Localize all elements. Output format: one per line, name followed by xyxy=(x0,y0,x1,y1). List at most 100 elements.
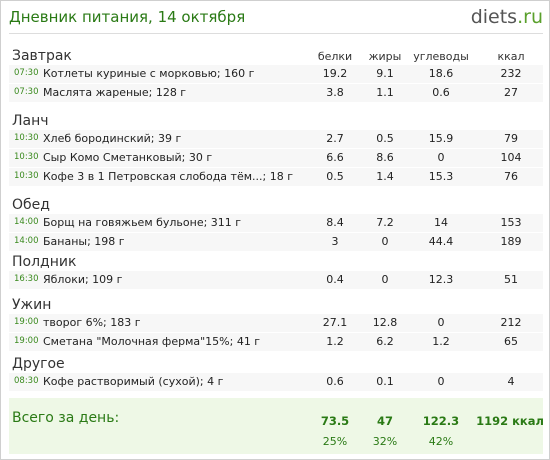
fat-value: 7.2 xyxy=(376,216,394,229)
protein-value: 3.8 xyxy=(326,86,344,99)
protein-value: 8.4 xyxy=(326,216,344,229)
entry-time: 07:30 xyxy=(14,68,39,78)
page-title: Дневник питания, 14 октября xyxy=(9,8,246,26)
entry-time: 10:30 xyxy=(14,133,39,143)
entry-time: 10:30 xyxy=(14,152,39,162)
kcal-value: 76 xyxy=(504,170,518,183)
totals-label: Всего за день: xyxy=(12,410,120,426)
kcal-value: 104 xyxy=(500,151,522,164)
food-row[interactable]: 19:00 творог 6%; 183 г 27.1 12.8 0 212 xyxy=(9,314,543,332)
protein-value: 6.6 xyxy=(326,151,344,164)
header-divider xyxy=(9,33,543,34)
protein-value: 19.2 xyxy=(322,67,348,80)
meal-title: Другое xyxy=(12,356,65,372)
kcal-value: 153 xyxy=(500,216,522,229)
food-row[interactable]: 10:30 Кофе 3 в 1 Петровская слобода тём..… xyxy=(9,168,543,186)
entry-time: 19:00 xyxy=(14,317,39,327)
carbs-value: 18.6 xyxy=(428,67,454,80)
carbs-value: 0 xyxy=(437,375,445,388)
protein-value: 0.5 xyxy=(326,170,344,183)
entry-time: 19:00 xyxy=(14,336,39,346)
fat-value: 0 xyxy=(381,235,389,248)
protein-value: 0.4 xyxy=(326,273,344,286)
carbs-value: 15.3 xyxy=(428,170,454,183)
daily-totals: Всего за день: 73.5 47 122.3 1192 ккал 2… xyxy=(9,398,544,454)
entry-time: 07:30 xyxy=(14,87,39,97)
fat-value: 0.5 xyxy=(376,132,394,145)
carbs-value: 12.3 xyxy=(428,273,454,286)
column-carbs: углеводы xyxy=(413,50,469,63)
food-row[interactable]: 16:30 Яблоки; 109 г 0.4 0 12.3 51 xyxy=(9,271,543,289)
food-row[interactable]: 10:30 Сыр Комо Сметанковый; 30 г 6.6 8.6 0 10… xyxy=(9,149,543,167)
kcal-value: 51 xyxy=(504,273,518,286)
logo-main: diets xyxy=(470,6,518,28)
logo-suffix: .ru xyxy=(517,6,543,28)
protein-value: 27.1 xyxy=(322,316,348,329)
fat-value: 9.1 xyxy=(376,67,394,80)
food-name: Борщ на говяжьем бульоне; 311 г xyxy=(43,216,242,229)
food-row[interactable]: 14:00 Бананы; 198 г 3 0 44.4 189 xyxy=(9,233,543,251)
carbs-percent: 42% xyxy=(428,435,454,448)
food-row[interactable]: 19:00 Сметана "Молочная ферма"15%; 41 г 1.… xyxy=(9,333,543,351)
food-name: Котлеты куриные с морковью; 160 г xyxy=(43,67,255,80)
header: Дневник питания, 14 октября diets.ru xyxy=(9,6,543,32)
food-name: Сыр Комо Сметанковый; 30 г xyxy=(43,151,213,164)
kcal-value: 79 xyxy=(504,132,518,145)
column-fat: жиры xyxy=(368,50,402,63)
carbs-value: 0 xyxy=(437,316,445,329)
food-row[interactable]: 08:30 Кофе растворимый (сухой); 4 г 0.6 0.1… xyxy=(9,373,543,391)
meal-title: Ланч xyxy=(12,113,49,129)
fat-percent: 32% xyxy=(372,435,398,448)
fat-value: 0.1 xyxy=(376,375,394,388)
meal-title: Завтрак xyxy=(12,48,72,64)
food-row[interactable]: 10:30 Хлеб бородинский; 39 г 2.7 0.5 15.9 79 xyxy=(9,130,543,148)
food-row[interactable]: 07:30 Маслята жареные; 128 г 3.8 1.1 0.6 27 xyxy=(9,84,543,102)
carbs-value: 0.6 xyxy=(432,86,450,99)
food-name: Сметана "Молочная ферма"15%; 41 г xyxy=(43,335,261,348)
food-name: творог 6%; 183 г xyxy=(43,316,141,329)
food-name: Бананы; 198 г xyxy=(43,235,125,248)
fat-value: 0 xyxy=(381,273,389,286)
kcal-value: 27 xyxy=(504,86,518,99)
carbs-value: 15.9 xyxy=(428,132,454,145)
carbs-value: 0 xyxy=(437,151,445,164)
protein-value: 1.2 xyxy=(326,335,344,348)
fat-value: 8.6 xyxy=(376,151,394,164)
meal-title: Полдник xyxy=(12,254,77,270)
total-carbs: 122.3 xyxy=(422,414,460,428)
food-row[interactable]: 14:00 Борщ на говяжьем бульоне; 311 г 8.4 7… xyxy=(9,214,543,232)
kcal-value: 212 xyxy=(500,316,522,329)
total-protein: 73.5 xyxy=(320,414,350,428)
protein-value: 0.6 xyxy=(326,375,344,388)
food-name: Яблоки; 109 г xyxy=(43,273,123,286)
fat-value: 1.1 xyxy=(376,86,394,99)
food-name: Кофе 3 в 1 Петровская слобода тём...; 18… xyxy=(43,170,293,183)
kcal-value: 232 xyxy=(500,67,522,80)
food-name: Хлеб бородинский; 39 г xyxy=(43,132,182,145)
diets-logo[interactable]: diets.ru xyxy=(471,6,543,28)
kcal-value: 65 xyxy=(504,335,518,348)
entry-time: 14:00 xyxy=(14,217,39,227)
protein-value: 3 xyxy=(331,235,339,248)
entry-time: 16:30 xyxy=(14,274,39,284)
column-protein: белки xyxy=(317,50,353,63)
protein-value: 2.7 xyxy=(326,132,344,145)
entry-time: 14:00 xyxy=(14,236,39,246)
carbs-value: 1.2 xyxy=(432,335,450,348)
meal-title: Обед xyxy=(12,197,50,213)
meal-title: Ужин xyxy=(12,297,52,313)
carbs-value: 14 xyxy=(434,216,448,229)
column-kcal: ккал xyxy=(497,50,525,63)
entry-time: 10:30 xyxy=(14,171,39,181)
fat-value: 12.8 xyxy=(372,316,398,329)
protein-percent: 25% xyxy=(322,435,348,448)
food-row[interactable]: 07:30 Котлеты куриные с морковью; 160 г 19… xyxy=(9,65,543,83)
total-fat: 47 xyxy=(376,414,393,428)
kcal-value: 4 xyxy=(507,375,515,388)
entry-time: 08:30 xyxy=(14,376,39,386)
fat-value: 6.2 xyxy=(376,335,394,348)
fat-value: 1.4 xyxy=(376,170,394,183)
kcal-value: 189 xyxy=(500,235,522,248)
food-name: Маслята жареные; 128 г xyxy=(43,86,187,99)
